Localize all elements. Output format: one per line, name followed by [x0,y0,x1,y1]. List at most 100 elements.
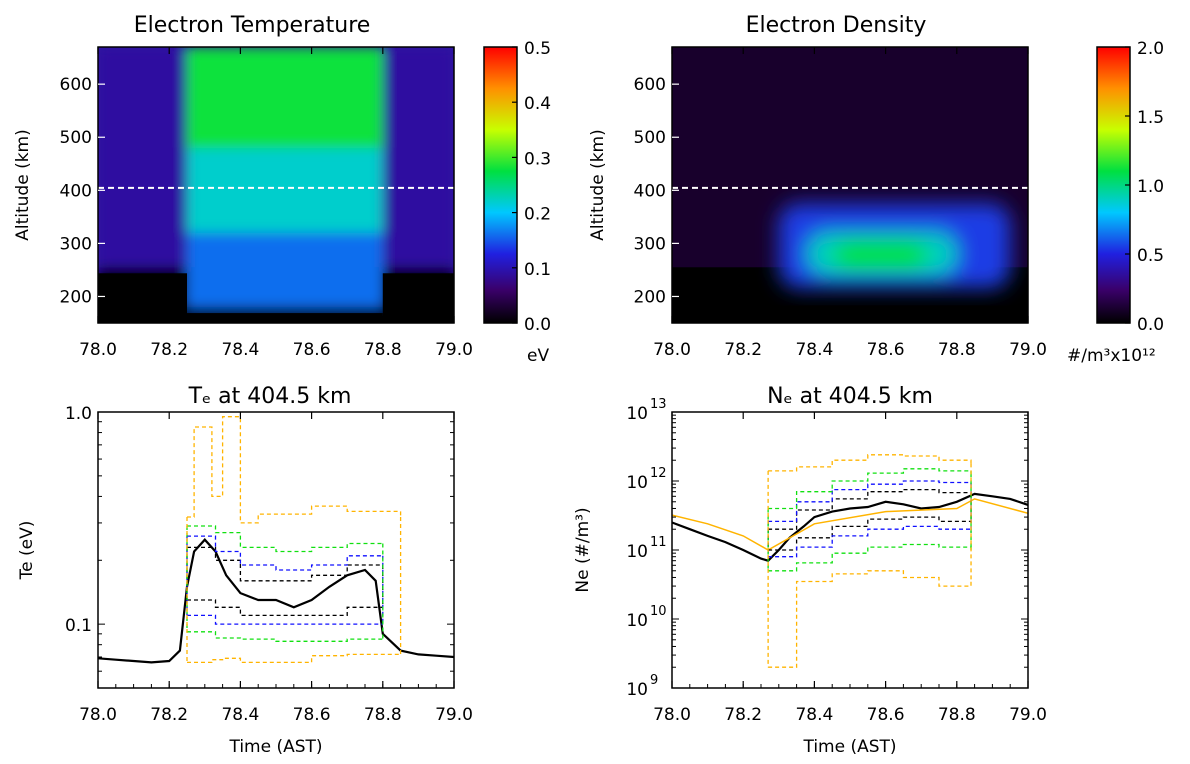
ne-line-band-extreme-lower [768,570,972,668]
ne-line-ytick-exponent: 13 [650,397,667,412]
colorbar-0-tick-label: 0.4 [524,94,551,114]
ne-colorbar-ticks: 0.0 0.5 1.0 1.5 2.0 [1125,39,1164,335]
te-line-xtick-label: 78.0 [79,705,117,725]
te-line-band-outer-lower [187,631,383,642]
te-line-ylabel: Te (eV) [17,521,37,581]
ne-line-xtick-label: 78.8 [938,705,976,725]
heatmap-0-ytick-label: 300 [60,234,92,254]
ne-line-band-inner-upper [768,488,972,530]
te-colorbar-ticks: 0.0 0.1 0.2 0.3 0.4 0.5 [512,39,551,335]
heatmap-0-ytick-label: 500 [60,128,92,148]
te-line-xtick-label: 78.4 [221,705,259,725]
heatmap-0-xtick-label: 78.6 [293,340,331,360]
te-line-title: Tₑ at 404.5 km [188,384,352,409]
ne-line-frame [671,411,1029,689]
te-line-xlabel: Time (AST) [228,737,322,757]
heatmap-1-xtick-label: 78.8 [938,340,976,360]
heatmap-0-ytick-label: 600 [60,75,92,95]
ne-line-xtick-label: 78.4 [795,705,833,725]
ne-line-title: Nₑ at 404.5 km [767,384,933,409]
ne-line-band-mid-upper [768,480,972,523]
ne-heatmap-region [832,240,929,270]
te-line-xtick-label: 78.2 [150,705,188,725]
te-heatmap-cells [98,47,454,323]
te-heatmap-region [187,47,383,148]
heatmap-0-xtick-label: 78.4 [221,340,259,360]
heatmap-0-ytick-label: 200 [60,287,92,307]
ne-heatmap-title: Electron Density [746,13,927,38]
heatmap-1-xtick-label: 78.6 [867,340,905,360]
te-heatmap-noise-floor [187,313,383,323]
ne-line-ytick-exponent: 12 [650,466,667,481]
te-heatmap-noise-floor [98,273,187,323]
heatmap-1-ytick-label: 300 [634,234,666,254]
heatmap-1-ytick-label: 200 [634,287,666,307]
ne-line-ytick-exponent: 11 [650,535,667,550]
ne-line-band-outer-lower [768,543,972,572]
ne-line-ylabel: Ne (#/m³) [573,507,593,592]
ne-line-ytick-exponent: 10 [650,604,667,619]
ne-line-xtick-label: 78.6 [867,705,905,725]
te-heatmap-region [187,147,383,233]
colorbar-0-tick-label: 0.2 [524,205,551,225]
ne-line-ytick-label: 10 [626,404,648,424]
colorbar-0-tick-label: 0.3 [524,149,551,169]
te-colorbar-unit: eV [527,346,549,366]
ne-heatmap-plot [672,47,1028,323]
te-line-band-outer-upper [187,525,383,553]
te-line-observed-line [98,538,454,664]
ne-line-ytick-label: 10 [626,680,648,700]
te-line-plot [98,416,454,664]
heatmap-1-ytick-label: 500 [634,128,666,148]
te-line-band-mid-upper [187,535,383,571]
ne-line-ytick-label: 10 [626,473,648,493]
heatmap-1-ytick-label: 400 [634,181,666,201]
te-line-panel: Tₑ at 404.5 km 78.0 78.2 78.4 78.6 78.8 79.0 0… [17,384,473,757]
ne-line-band-extreme-upper [768,454,972,472]
heatmap-1-xtick-label: 78.4 [795,340,833,360]
te-line-band-extreme-upper [187,416,402,524]
ne-line-model-line [672,498,1028,551]
te-line-ytick-label: 1.0 [65,404,92,424]
te-colorbar [483,46,518,324]
te-line-band-inner-lower [187,599,383,617]
ne-line-ytick-label: 10 [626,542,648,562]
colorbar-1-tick-label: 2.0 [1137,39,1164,59]
ne-heatmap-panel: Electron Density 78.0 78.2 78.4 78.6 78.8 79.… [588,13,1164,366]
ne-line-xtick-label: 78.2 [724,705,762,725]
colorbar-0-tick-label: 0.0 [524,315,551,335]
ne-heatmap-cells [672,47,1028,323]
colorbar-0-tick-label: 0.5 [524,39,551,59]
heatmap-0-ytick-label: 400 [60,181,92,201]
te-heatmap-region [187,232,383,308]
te-line-xtick-label: 79.0 [435,705,473,725]
ne-line-ytick-exponent: 9 [650,673,658,688]
colorbar-0-tick-label: 0.1 [524,260,551,280]
te-line-axes: 78.0 78.2 78.4 78.6 78.8 79.0 0.1 1.0 [65,404,473,725]
heatmap-0-xtick-label: 78.0 [79,340,117,360]
ne-line-xtick-label: 79.0 [1009,705,1047,725]
te-line-xtick-label: 78.6 [293,705,331,725]
heatmap-0-xtick-label: 78.2 [150,340,188,360]
ne-line-observed-line [672,492,1028,562]
te-heatmap-noise-floor [382,273,454,323]
ne-heatmap-smoothed [778,203,1011,289]
te-heatmap-region [382,47,454,268]
te-heatmap-region [98,47,187,268]
colorbar-1-tick-label: 1.5 [1137,108,1164,128]
te-line-band-mid-lower [187,614,383,625]
te-line-band-extreme-lower [187,653,401,664]
ne-colorbar-unit: #/m³x10¹² [1067,346,1156,366]
te-line-series [98,416,454,664]
ne-heatmap-axes: 78.0 78.2 78.4 78.6 78.8 79.0 200 300 400 500 600 [634,47,1047,360]
te-line-ytick-label: 0.1 [65,616,92,636]
heatmap-1-xtick-label: 79.0 [1009,340,1047,360]
ne-line-xlabel: Time (AST) [802,737,896,757]
te-heatmap-panel: Electron Temperature 78.0 78.2 78.4 78.6 78.… [13,13,551,366]
ne-line-plot [672,454,1028,668]
heatmap-1-xtick-label: 78.2 [724,340,762,360]
te-line-xtick-label: 78.8 [364,705,402,725]
ne-line-panel: Nₑ at 404.5 km 78.0 78.2 78.4 78.6 78.8 79.0 1… [573,384,1047,757]
heatmap-0-xtick-label: 79.0 [435,340,473,360]
